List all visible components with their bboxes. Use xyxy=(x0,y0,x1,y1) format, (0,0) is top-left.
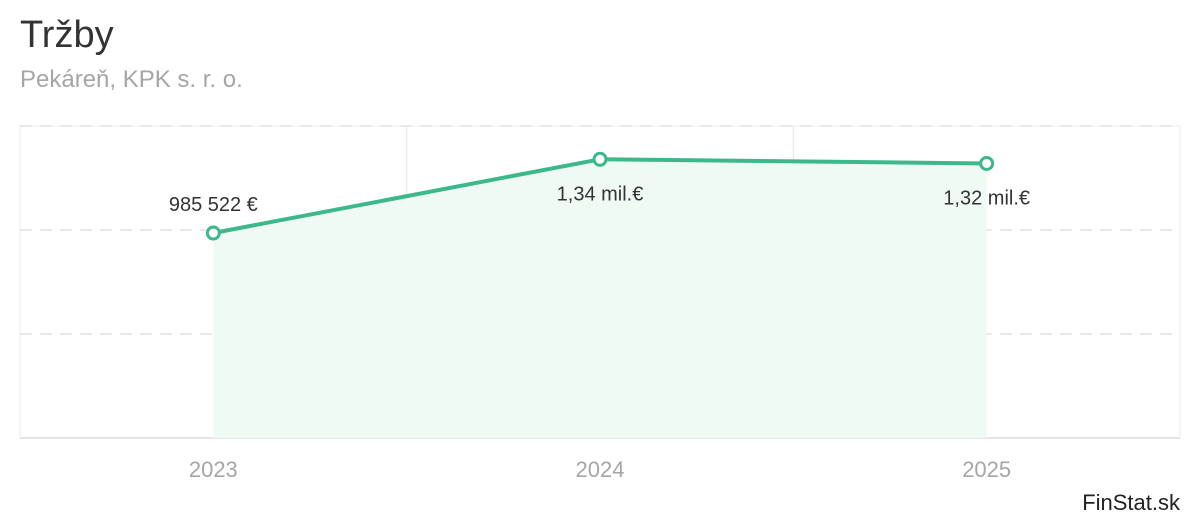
data-point xyxy=(205,225,221,241)
data-label: 985 522 € xyxy=(169,194,258,216)
series-area xyxy=(213,159,987,438)
chart-title: Tržby xyxy=(20,14,114,56)
data-point xyxy=(592,151,608,167)
data-label: 1,32 mil.€ xyxy=(943,187,1030,209)
data-label: 1,34 mil.€ xyxy=(557,183,644,205)
x-tick-label: 2024 xyxy=(576,457,625,482)
x-tick-label: 2023 xyxy=(189,457,238,482)
chart-subtitle: Pekáreň, KPK s. r. o. xyxy=(20,66,243,93)
x-tick-label: 2025 xyxy=(962,457,1011,482)
finstat-brand[interactable]: FinStat.sk xyxy=(1082,490,1180,515)
data-point xyxy=(979,155,995,171)
